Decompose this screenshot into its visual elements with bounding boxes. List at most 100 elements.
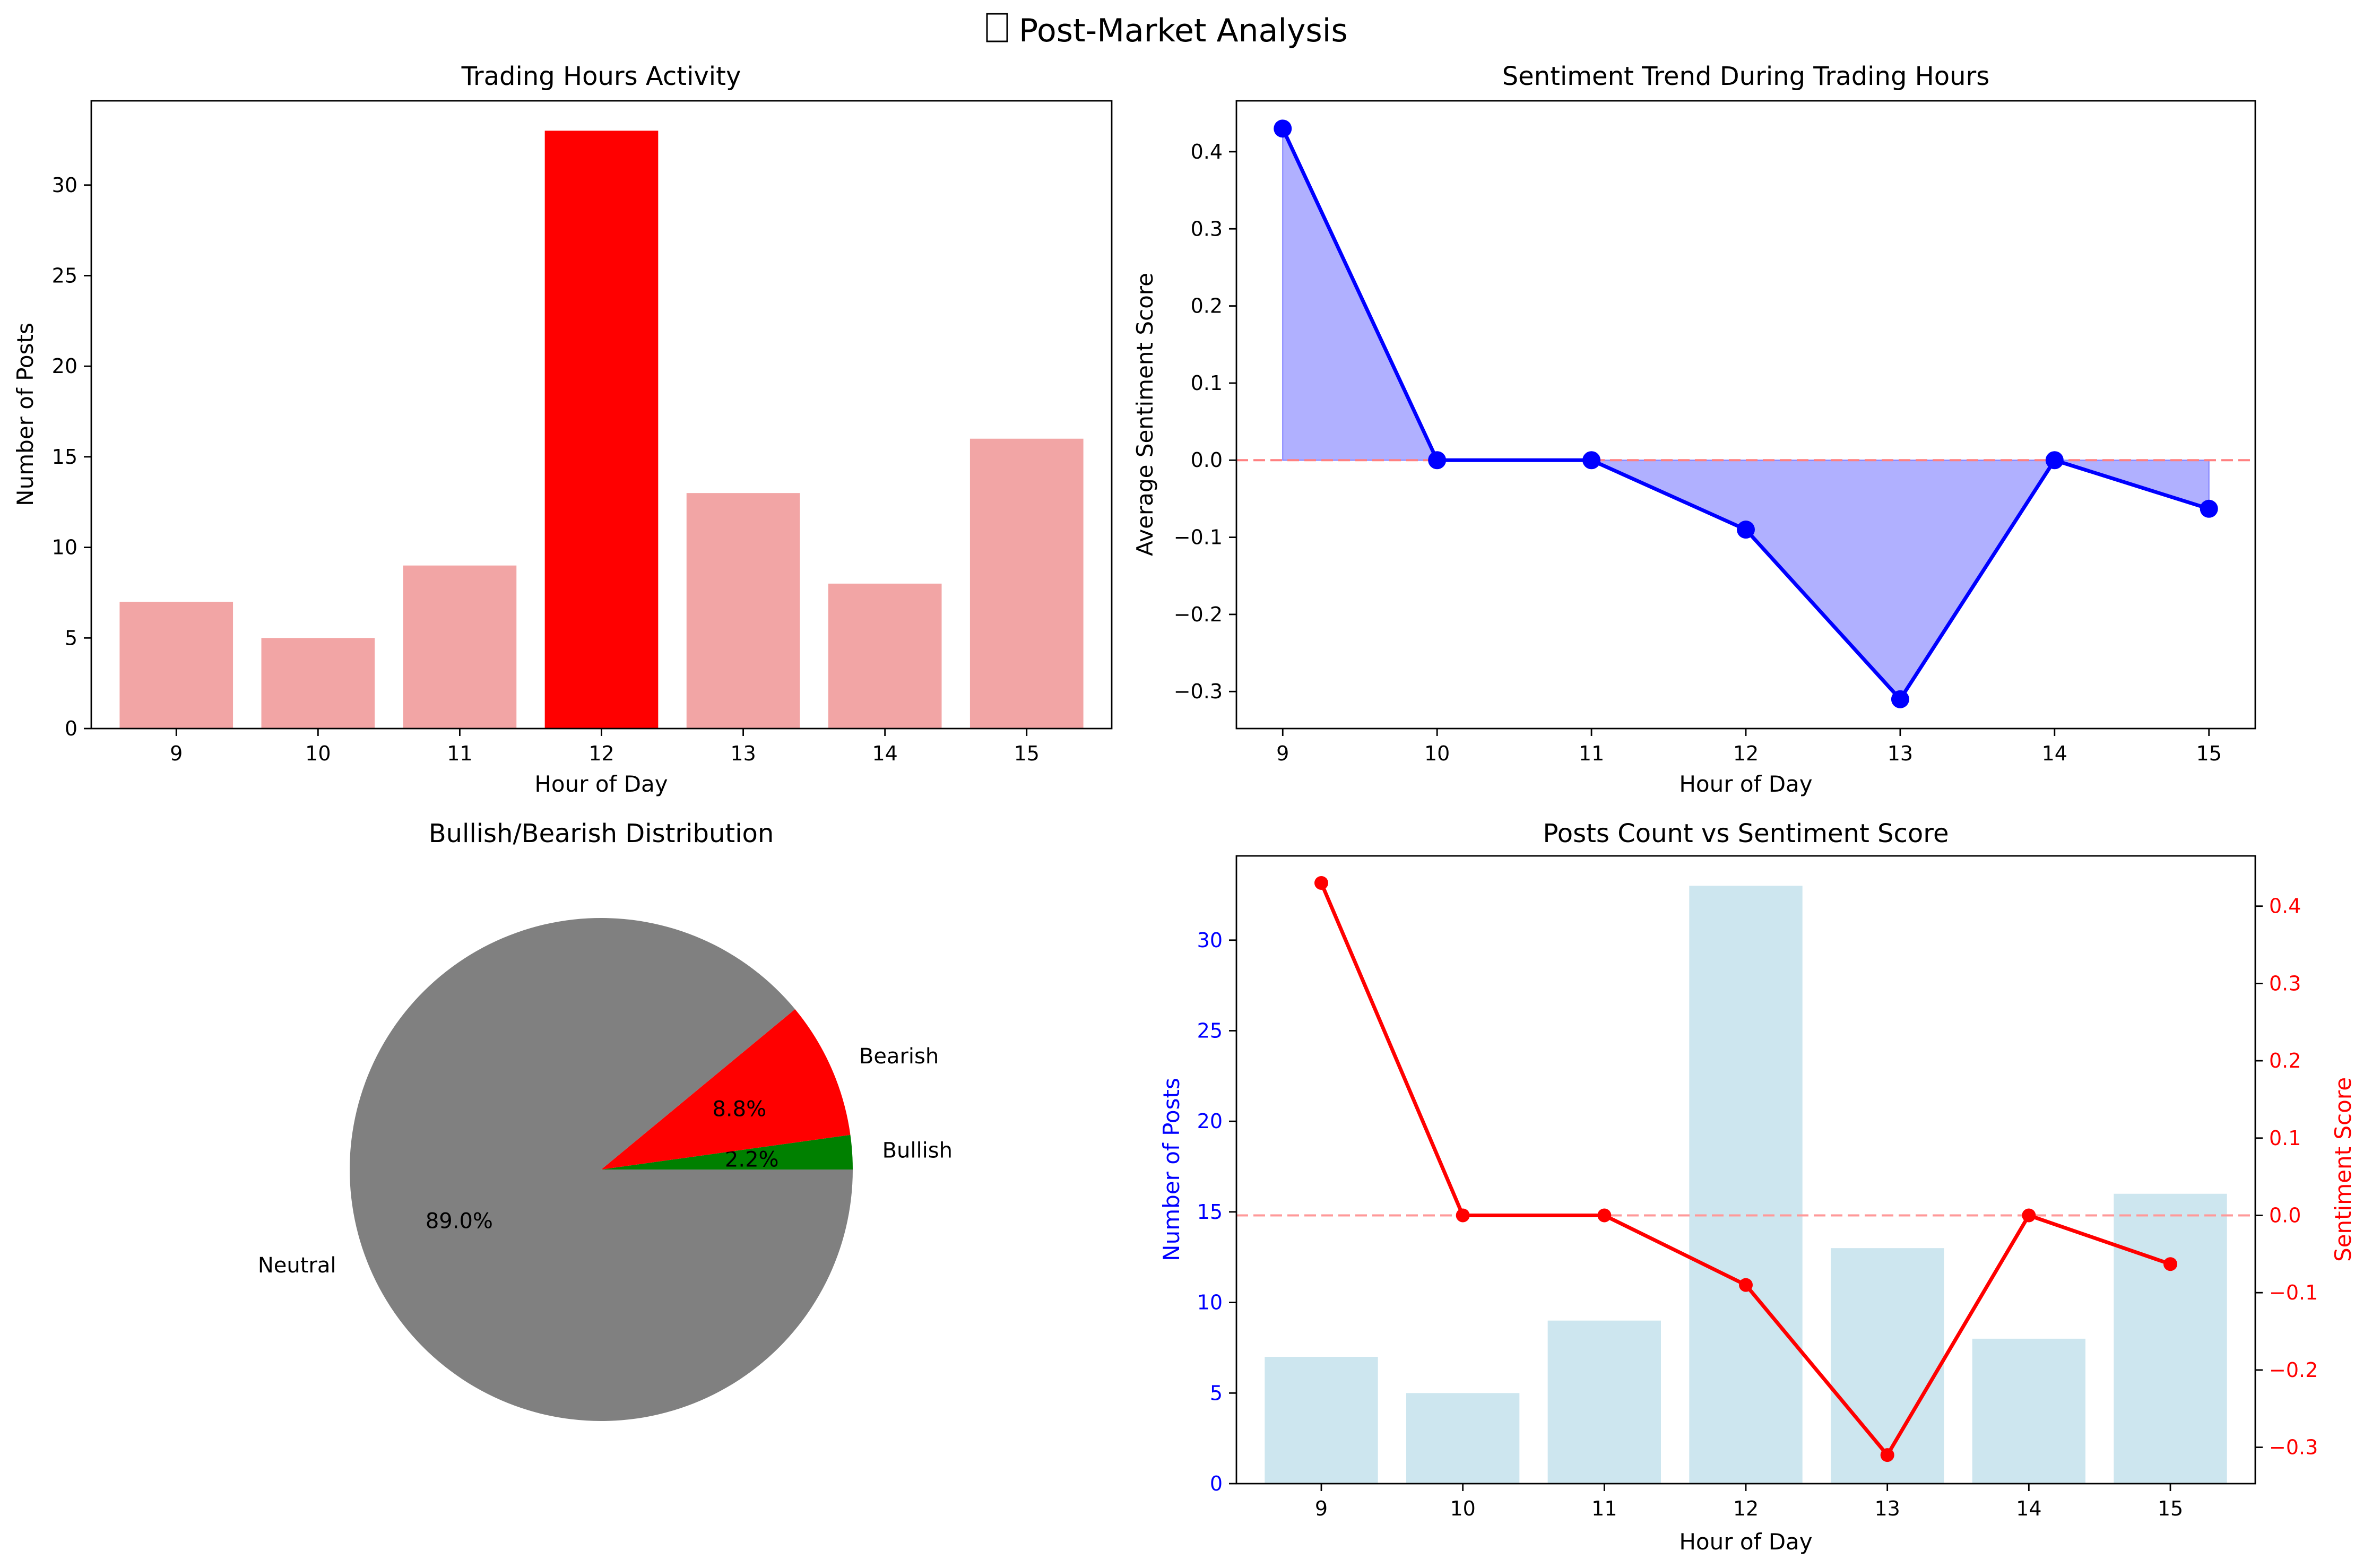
sentiment-y-tick-label: −0.2 [1174,603,1223,626]
sentiment-x-tick-label: 12 [1733,742,1759,765]
combo-x-tick-label: 12 [1733,1497,1759,1520]
activity-x-tick-label: 9 [170,742,183,765]
combo-y2-tick-label: 0.2 [2269,1049,2301,1072]
combo-bar [1547,1320,1661,1484]
pie-label: Bullish [882,1138,953,1163]
pie-label: Neutral [258,1253,336,1278]
combo-bar [2114,1193,2227,1484]
pie-percent: 8.8% [712,1097,766,1121]
combo-y2-tick-label: 0.0 [2269,1203,2301,1227]
combo-axes-frame [1235,855,2256,1485]
activity-x-tick-label: 15 [1014,742,1040,765]
activity-bar [261,638,375,729]
combo-point [2163,1257,2177,1271]
activity-x-tick-label: 10 [305,742,331,765]
activity-axes-frame [90,100,1113,730]
sentiment-point [1274,119,1292,138]
sentiment-x-tick-label: 11 [1579,742,1604,765]
combo-y-tick-label: 10 [1197,1291,1223,1314]
combo-y-tick-label: 25 [1197,1019,1223,1042]
sentiment-x-tick-label: 9 [1276,742,1289,765]
activity-y-tick-label: 15 [52,445,77,469]
combo-point [2022,1208,2036,1223]
activity-y-label: Number of Posts [12,323,38,506]
sentiment-x-label: Hour of Day [1679,771,1812,797]
activity-x-tick-label: 11 [447,742,472,765]
combo-y-tick-label: 0 [1210,1472,1223,1495]
pie-slice-bearish [601,1009,851,1169]
activity-bar [969,438,1084,729]
sentiment-axes-frame [1235,100,2256,730]
sentiment-y-tick-label: 0.4 [1191,140,1223,163]
activity-panel: Trading Hours Activity 0 5 10 15 20 25 30 9 10 1… [12,62,1113,797]
figure-title: Post-Market Analysis [986,12,1348,49]
sentiment-x-tick-label: 15 [2196,742,2222,765]
distribution-title: Bullish/Bearish Distribution [429,819,774,848]
combo-point [1880,1448,1894,1462]
activity-bar [119,602,233,729]
combo-y2-tick-label: −0.3 [2269,1436,2318,1459]
combo-x-tick-label: 15 [2158,1497,2183,1520]
activity-bars [119,131,1084,729]
sentiment-y-tick-label: 0.0 [1191,448,1223,472]
activity-bar [403,565,517,729]
combo-x-tick-label: 14 [2016,1497,2041,1520]
sentiment-y-ticks: −0.3 −0.2 −0.1 0.0 0.1 0.2 0.3 0.4 [1174,140,1236,703]
activity-y-tick-label: 25 [52,264,77,287]
activity-bar [544,131,659,729]
activity-y-tick-label: 20 [52,354,77,378]
activity-y-tick-label: 5 [65,626,77,649]
activity-y-tick-label: 0 [65,717,77,740]
combo-x-tick-label: 9 [1315,1497,1328,1520]
sentiment-point [2200,499,2218,518]
pie-percent: 2.2% [725,1147,779,1172]
sentiment-x-tick-label: 14 [2042,742,2067,765]
combo-bar [1831,1248,1944,1484]
activity-y-tick-label: 30 [52,174,77,197]
combo-x-tick-label: 13 [1874,1497,1900,1520]
chart-icon [986,13,1008,42]
activity-x-label: Hour of Day [534,771,668,797]
combo-x-ticks: 9 10 11 12 13 14 15 [1315,1484,2183,1520]
combo-bar [1689,886,1803,1484]
combo-point [1456,1208,1470,1223]
combo-y-label: Number of Posts [1158,1078,1184,1261]
activity-bar [828,583,942,729]
combo-y-tick-label: 15 [1197,1200,1223,1224]
combo-y-tick-label: 5 [1210,1381,1223,1405]
distribution-panel: Bullish/Bearish Distribution Bullish 2.2%… [258,819,953,1421]
combo-point [1314,876,1328,890]
sentiment-point [2045,451,2064,470]
combo-y2-tick-label: −0.2 [2269,1358,2318,1382]
sentiment-title: Sentiment Trend During Trading Hours [1502,62,1990,91]
activity-bar [686,493,800,729]
combo-y2-tick-label: −0.1 [2269,1281,2318,1304]
activity-x-tick-label: 13 [730,742,756,765]
activity-y-tick-label: 10 [52,536,77,559]
sentiment-y-tick-label: 0.3 [1191,217,1223,240]
sentiment-x-ticks: 9 10 11 12 13 14 15 [1276,729,2222,765]
activity-y-ticks: 0 5 10 15 20 25 30 [52,174,91,740]
combo-y2-ticks: −0.3 −0.2 −0.1 0.0 0.1 0.2 0.3 0.4 [2255,895,2318,1459]
sentiment-x-tick-label: 10 [1424,742,1450,765]
sentiment-y-tick-label: −0.1 [1174,526,1223,549]
combo-point [1739,1278,1753,1292]
combo-sentiment-line [1236,876,2255,1462]
combo-bar [1265,1357,1378,1484]
pie-slice-bullish [601,1134,853,1169]
sentiment-y-tick-label: −0.3 [1174,680,1223,703]
activity-x-tick-label: 14 [872,742,897,765]
combo-title: Posts Count vs Sentiment Score [1543,819,1949,848]
combo-x-tick-label: 10 [1450,1497,1475,1520]
sentiment-point [1737,521,1755,539]
combo-panel: Posts Count vs Sentiment Score 0 5 10 15 20 2… [1158,819,2356,1555]
combo-y2-tick-label: 0.4 [2269,895,2301,918]
pie-percent: 89.0% [426,1209,493,1233]
combo-y-ticks: 0 5 10 15 20 25 30 [1197,929,1236,1495]
combo-bar [1406,1393,1520,1484]
sentiment-point [1582,451,1601,470]
sentiment-panel: Sentiment Trend During Trading Hours −0.… [1132,62,2256,797]
combo-point [1597,1208,1612,1223]
activity-x-ticks: 9 10 11 12 13 14 15 [170,729,1040,765]
